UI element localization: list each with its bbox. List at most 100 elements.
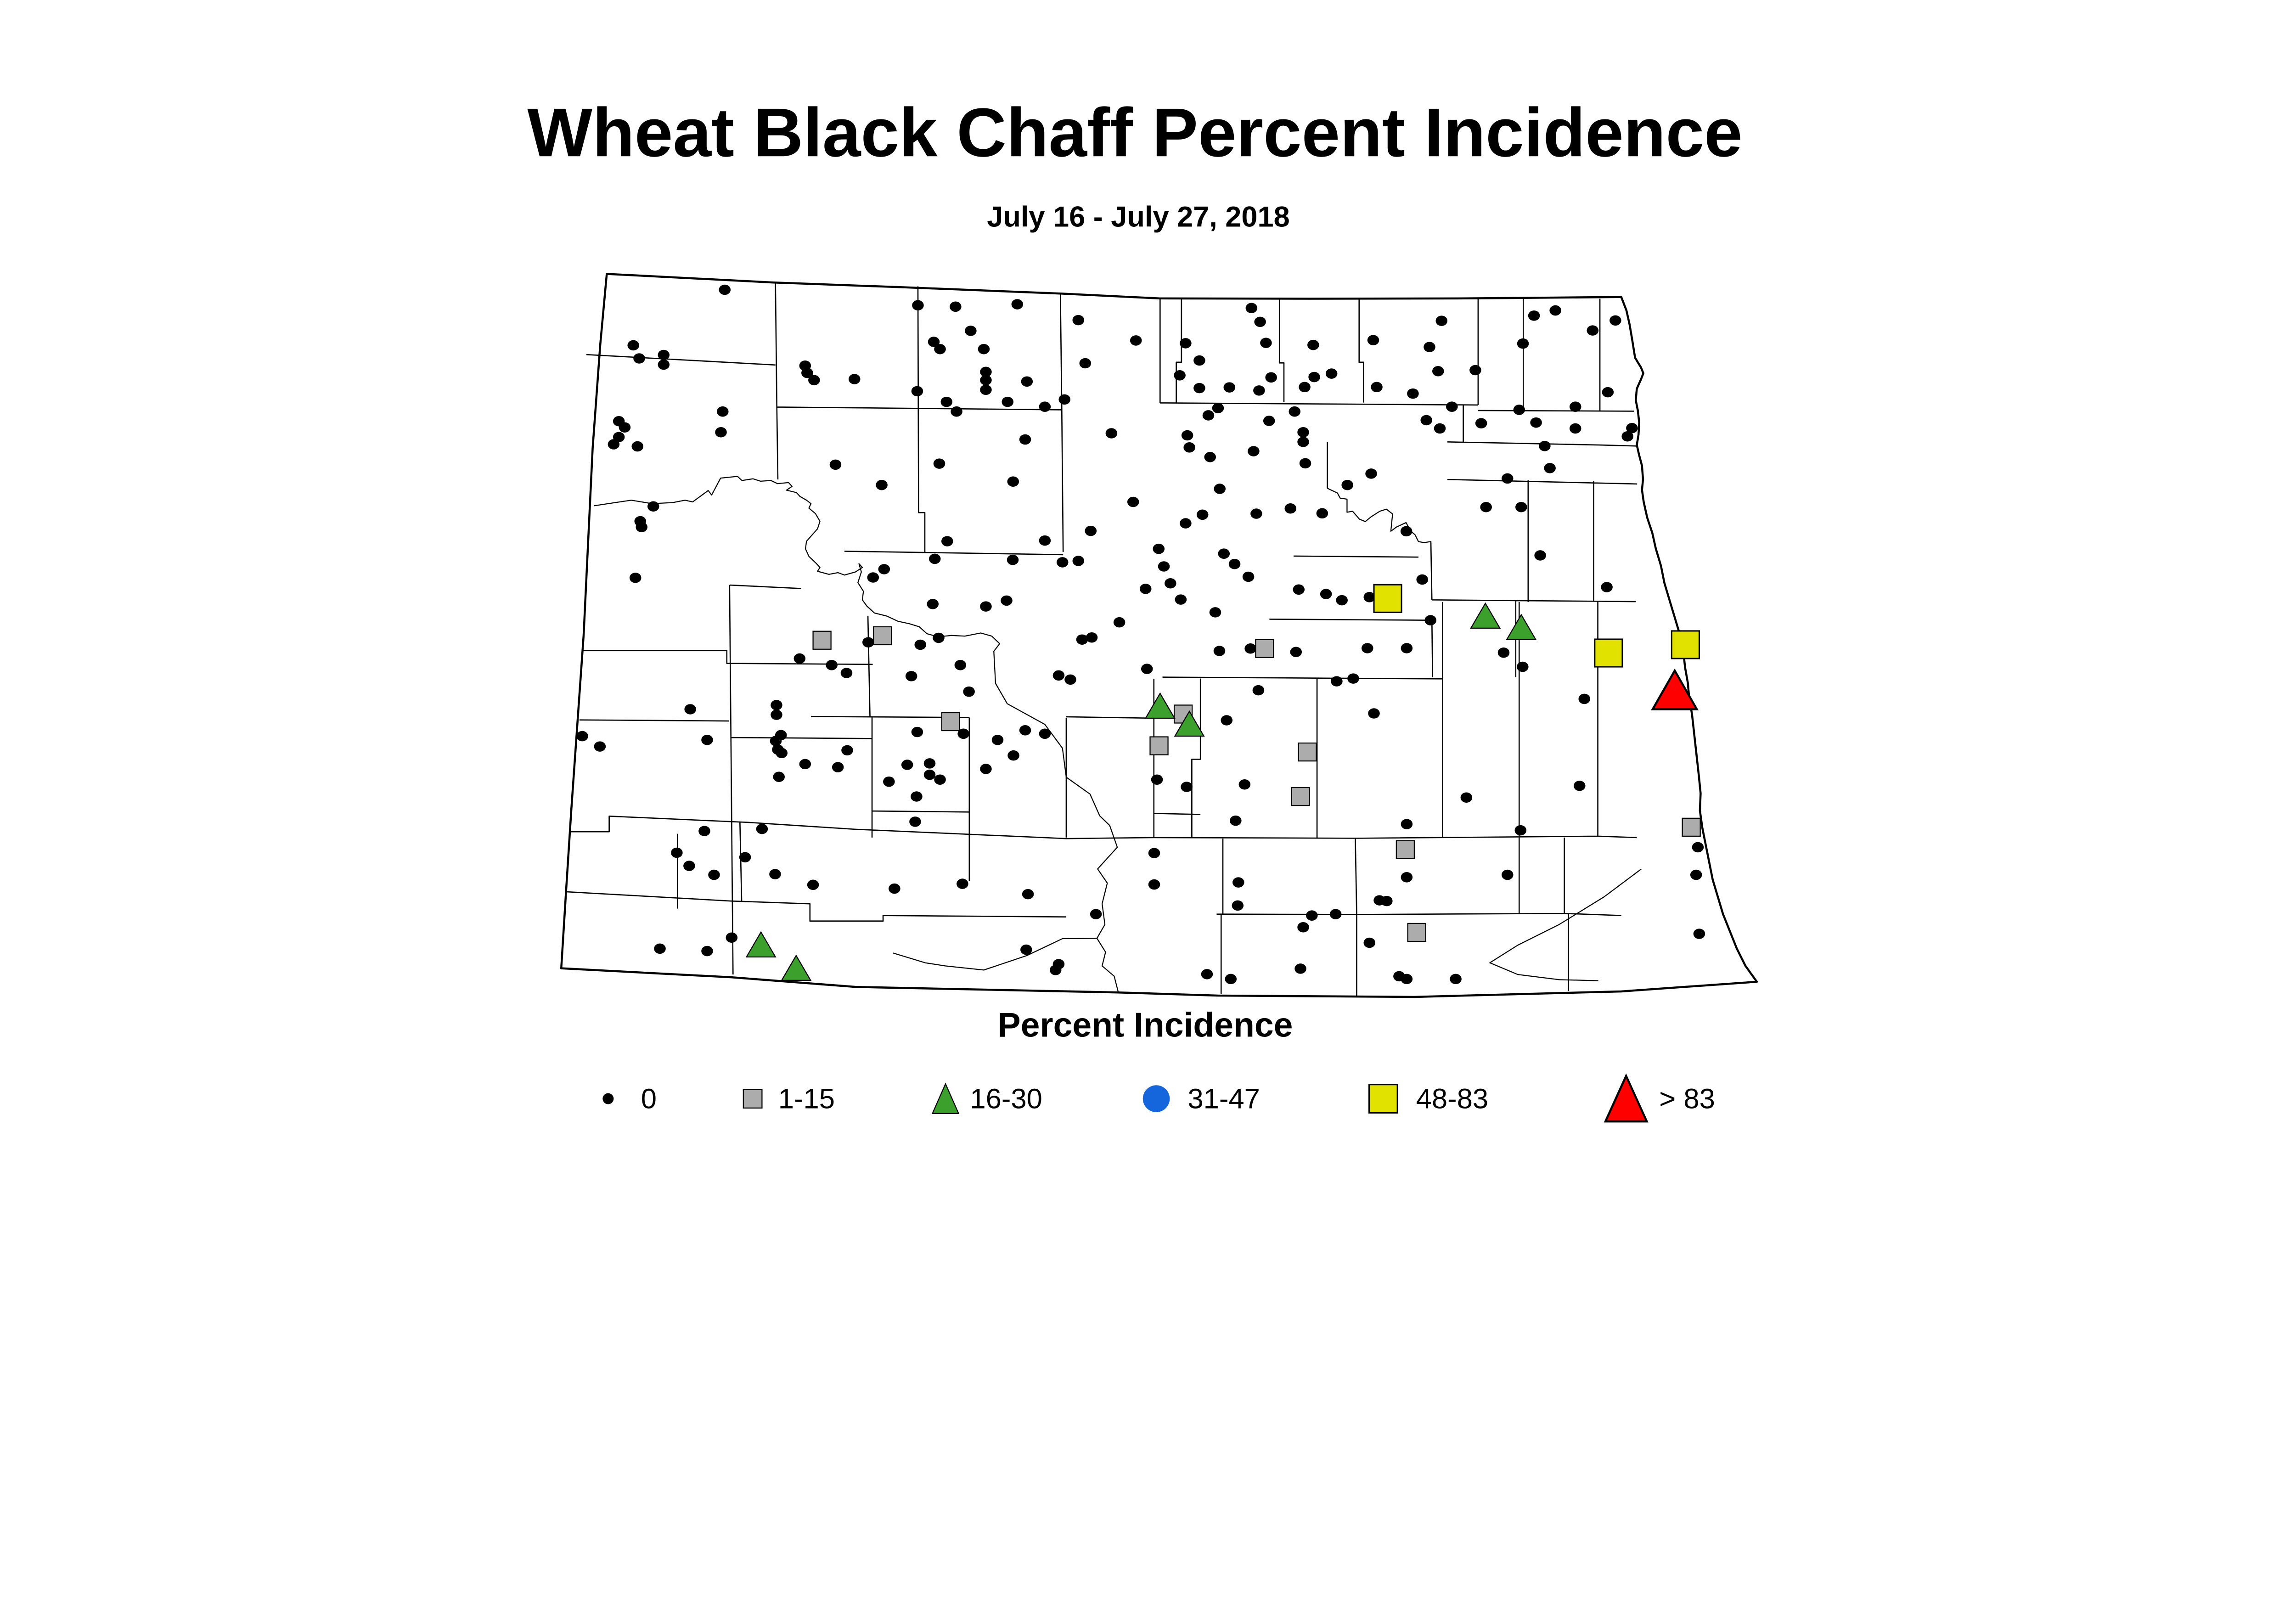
marker-0 [929, 553, 941, 564]
marker-0 [980, 601, 992, 612]
marker-0 [1248, 446, 1260, 456]
marker-0 [1539, 441, 1551, 451]
marker-16-30 [1174, 710, 1205, 737]
marker-0 [965, 326, 977, 336]
marker-1-15 [1291, 787, 1310, 806]
marker-0 [1501, 473, 1514, 484]
marker-0 [1544, 463, 1556, 473]
marker-0 [1244, 643, 1256, 654]
marker-0 [1331, 676, 1343, 687]
marker-> 83 [1651, 668, 1699, 710]
marker-0 [1401, 643, 1413, 653]
marker-0 [631, 441, 643, 452]
marker-0 [889, 883, 900, 894]
marker-0 [1420, 415, 1432, 426]
marker-1-15 [1149, 736, 1169, 755]
marker-0 [933, 632, 945, 643]
marker-1-15 [812, 630, 832, 650]
marker-0 [801, 367, 813, 378]
legend-marker-31-47 [1142, 1085, 1170, 1112]
marker-1-15 [1407, 923, 1426, 942]
marker-0 [1325, 368, 1338, 379]
marker-0 [950, 301, 962, 312]
marker-0 [1254, 316, 1266, 327]
marker-0 [776, 748, 788, 759]
marker-0 [1530, 417, 1542, 428]
marker-1-15 [1298, 742, 1317, 762]
legend-item-48-83: 48-83 [1368, 1083, 1488, 1115]
marker-0 [1341, 479, 1353, 490]
marker-1-15 [941, 712, 960, 732]
marker-0 [1180, 338, 1192, 349]
marker-0 [1361, 643, 1373, 653]
marker-0 [698, 826, 710, 836]
marker-0 [1011, 299, 1024, 310]
marker-0 [1693, 929, 1705, 939]
marker-0 [1497, 647, 1510, 658]
state-border [560, 273, 1758, 998]
marker-0 [1181, 430, 1193, 441]
marker-0 [1058, 394, 1070, 405]
marker-0 [1039, 728, 1051, 739]
marker-0 [954, 660, 967, 670]
legend-item-0: 0 [602, 1083, 657, 1115]
marker-0 [1294, 963, 1306, 974]
marker-0 [1320, 589, 1332, 599]
marker-0 [1569, 401, 1581, 412]
marker-0 [1007, 476, 1019, 487]
legend-item-16-30: 16-30 [931, 1082, 1042, 1115]
marker-0 [826, 660, 838, 670]
marker-0 [1165, 578, 1176, 589]
marker-0 [840, 668, 853, 678]
marker-0 [1113, 617, 1125, 628]
marker-48-83 [1373, 584, 1402, 613]
marker-0 [1692, 842, 1704, 853]
marker-16-30 [745, 931, 777, 957]
marker-0 [1299, 458, 1311, 469]
marker-0 [980, 375, 992, 386]
marker-0 [684, 704, 696, 715]
marker-0 [1601, 582, 1613, 592]
marker-0 [978, 343, 990, 355]
legend-marker-48-83 [1368, 1084, 1398, 1114]
marker-0 [1052, 670, 1065, 681]
marker-0 [883, 776, 895, 787]
marker-0 [808, 375, 820, 386]
marker-0 [654, 943, 666, 954]
marker-0 [1517, 338, 1529, 349]
marker-0 [1621, 431, 1633, 442]
marker-0 [1193, 383, 1205, 394]
marker-0 [1209, 607, 1221, 618]
marker-0 [683, 861, 695, 871]
marker-0 [1365, 468, 1377, 479]
marker-48-83 [1594, 638, 1623, 668]
marker-0 [770, 736, 782, 746]
marker-0 [719, 284, 731, 295]
marker-0 [1347, 673, 1359, 684]
marker-0 [1517, 661, 1529, 672]
marker-0 [1105, 428, 1118, 439]
marker-0 [715, 427, 727, 438]
marker-0 [1290, 647, 1302, 658]
marker-0 [933, 458, 945, 469]
marker-0 [923, 758, 936, 769]
marker-0 [957, 728, 969, 739]
marker-0 [1501, 869, 1514, 880]
marker-0 [1127, 496, 1139, 507]
marker-0 [1141, 664, 1153, 674]
figure: Wheat Black Chaff Percent Incidence July… [527, 94, 1758, 1123]
marker-0 [608, 439, 620, 450]
legend-item-31-47: 31-47 [1142, 1083, 1260, 1115]
marker-0 [1196, 509, 1209, 520]
marker-0 [793, 653, 806, 664]
marker-0 [1329, 909, 1342, 919]
marker-0 [1293, 584, 1305, 595]
marker-0 [848, 374, 861, 384]
marker-0 [1218, 548, 1230, 559]
marker-0 [1549, 305, 1561, 316]
marker-0 [636, 522, 648, 533]
marker-0 [934, 774, 946, 785]
marker-0 [1475, 418, 1487, 428]
marker-0 [1368, 708, 1380, 719]
marker-0 [671, 847, 683, 858]
